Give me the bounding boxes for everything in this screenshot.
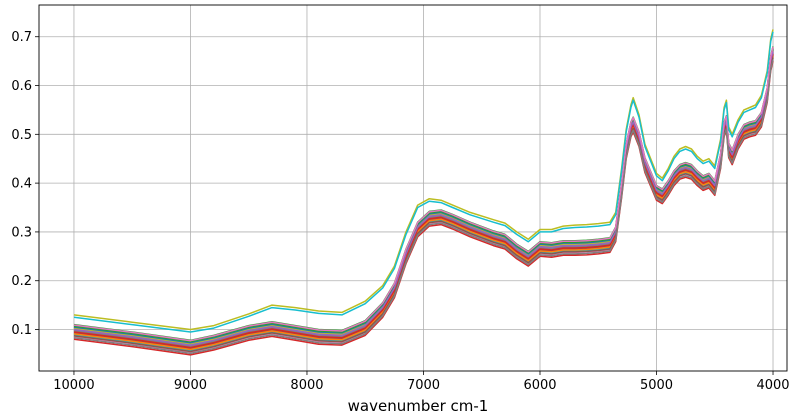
x-axis-ticks: 10000 9000 8000 7000 6000 5000 4000 (53, 371, 790, 393)
plot-area-frame (38, 4, 788, 372)
y-axis-ticks: 0.1 0.2 0.3 0.4 0.5 0.6 0.7 (11, 30, 39, 338)
spectrum-line (73, 59, 774, 355)
y-tick-label: 0.7 (11, 30, 32, 45)
grid-lines (39, 5, 787, 371)
spectrum-line (73, 46, 774, 342)
y-tick-label: 0.1 (11, 323, 32, 338)
x-tick-label: 4000 (756, 378, 789, 393)
x-tick-label: 9000 (174, 378, 207, 393)
x-tick-label: 10000 (53, 378, 94, 393)
spectrum-line (73, 31, 774, 333)
series-group (73, 29, 774, 356)
x-tick-label: 7000 (407, 378, 440, 393)
x-tick-label: 6000 (523, 378, 556, 393)
y-tick-label: 0.4 (11, 177, 32, 192)
x-axis-label: wavenumber cm-1 (348, 397, 489, 415)
y-tick-label: 0.6 (11, 79, 32, 94)
y-tick-label: 0.2 (11, 274, 32, 289)
y-tick-label: 0.5 (11, 128, 32, 143)
y-tick-label: 0.3 (11, 225, 32, 240)
x-tick-label: 8000 (290, 378, 323, 393)
x-tick-label: 5000 (640, 378, 673, 393)
